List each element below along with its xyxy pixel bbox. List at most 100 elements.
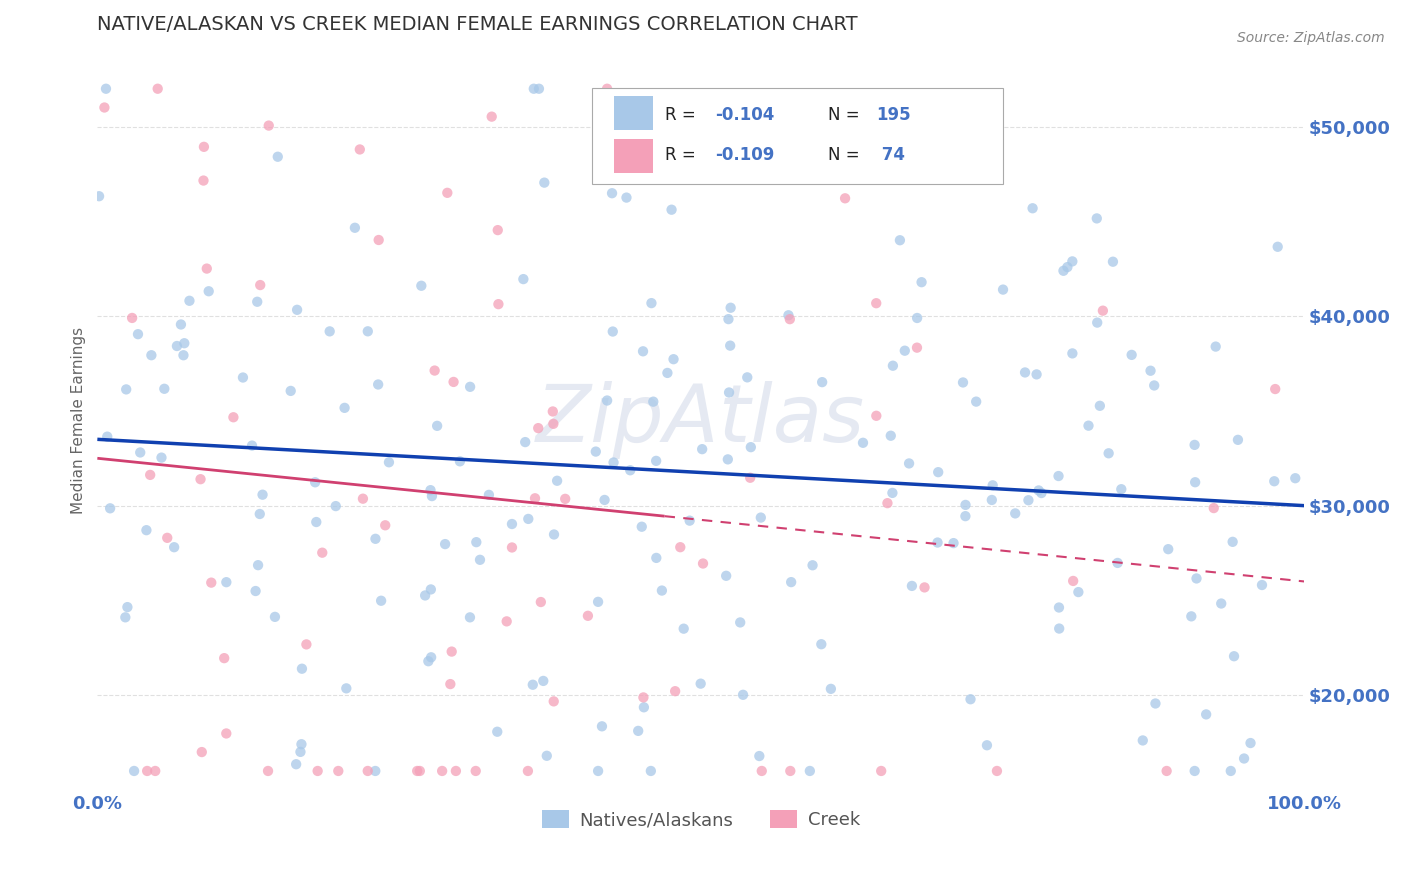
Point bbox=[190, 472, 212, 486]
Point bbox=[616, 191, 638, 205]
Point bbox=[195, 261, 218, 276]
Point bbox=[267, 150, 290, 164]
Point bbox=[166, 339, 188, 353]
Point bbox=[1223, 649, 1246, 664]
Point bbox=[311, 546, 333, 560]
Point bbox=[669, 540, 692, 554]
Point bbox=[942, 536, 965, 550]
Point bbox=[517, 512, 540, 526]
Point bbox=[779, 764, 801, 778]
Point bbox=[146, 81, 169, 95]
Point bbox=[115, 383, 138, 397]
Point bbox=[1144, 697, 1167, 711]
FancyBboxPatch shape bbox=[614, 96, 652, 130]
Point bbox=[751, 764, 773, 778]
Point bbox=[865, 409, 887, 423]
Point bbox=[232, 370, 254, 384]
Point bbox=[894, 343, 917, 358]
Point bbox=[222, 410, 245, 425]
Point bbox=[834, 191, 856, 205]
Point bbox=[307, 764, 329, 778]
Point bbox=[1021, 201, 1043, 215]
Point bbox=[150, 450, 173, 465]
Point bbox=[749, 510, 772, 524]
Point bbox=[246, 294, 269, 309]
Point bbox=[631, 344, 654, 359]
Point bbox=[1028, 483, 1050, 498]
Point bbox=[664, 684, 686, 698]
Point bbox=[486, 724, 509, 739]
Point bbox=[1056, 260, 1078, 274]
Point bbox=[820, 681, 842, 696]
Point bbox=[252, 488, 274, 502]
Point bbox=[411, 278, 433, 293]
Point bbox=[349, 143, 371, 157]
Point bbox=[1107, 556, 1129, 570]
Point bbox=[515, 435, 537, 450]
Point bbox=[1143, 378, 1166, 392]
Point bbox=[880, 428, 903, 442]
Point bbox=[444, 764, 467, 778]
Point bbox=[543, 527, 565, 541]
Point bbox=[876, 496, 898, 510]
Point bbox=[94, 81, 117, 95]
Point bbox=[1085, 316, 1108, 330]
Point bbox=[420, 650, 443, 665]
Point bbox=[280, 384, 302, 398]
Point bbox=[87, 189, 110, 203]
Legend: Natives/Alaskans, Creek: Natives/Alaskans, Creek bbox=[534, 803, 868, 837]
Point bbox=[1222, 534, 1244, 549]
Point bbox=[367, 233, 389, 247]
Point bbox=[643, 394, 665, 409]
Point bbox=[1088, 399, 1111, 413]
Point bbox=[1284, 471, 1306, 485]
Point bbox=[633, 700, 655, 714]
Point bbox=[333, 401, 356, 415]
Point bbox=[740, 471, 762, 485]
Point bbox=[247, 558, 270, 573]
Point bbox=[179, 293, 201, 308]
Point bbox=[959, 692, 981, 706]
Point bbox=[481, 110, 503, 124]
Point bbox=[591, 719, 613, 733]
Point bbox=[905, 310, 928, 325]
Point bbox=[522, 678, 544, 692]
Point bbox=[533, 176, 555, 190]
Point bbox=[799, 764, 821, 778]
Point bbox=[378, 455, 401, 469]
Y-axis label: Median Female Earnings: Median Female Earnings bbox=[72, 326, 86, 514]
Point bbox=[357, 764, 380, 778]
Point bbox=[409, 764, 432, 778]
Point bbox=[114, 610, 136, 624]
Point bbox=[139, 467, 162, 482]
Text: 74: 74 bbox=[876, 146, 905, 164]
Point bbox=[486, 223, 509, 237]
Point bbox=[285, 302, 308, 317]
Point bbox=[955, 509, 977, 524]
Point bbox=[364, 532, 387, 546]
Point bbox=[215, 575, 238, 590]
Point bbox=[980, 492, 1002, 507]
Point bbox=[127, 327, 149, 342]
Point bbox=[536, 748, 558, 763]
Point bbox=[718, 385, 741, 400]
Point bbox=[1264, 382, 1286, 396]
Point bbox=[420, 489, 443, 503]
Point bbox=[1077, 418, 1099, 433]
Point bbox=[728, 615, 751, 630]
Point bbox=[596, 81, 619, 95]
Point bbox=[285, 757, 308, 772]
Point bbox=[1132, 733, 1154, 747]
Point bbox=[464, 764, 486, 778]
Point bbox=[717, 312, 740, 326]
Point bbox=[541, 404, 564, 418]
Point bbox=[1052, 264, 1074, 278]
Point bbox=[927, 465, 949, 479]
Point bbox=[927, 535, 949, 549]
Point bbox=[914, 581, 936, 595]
Point bbox=[193, 140, 215, 154]
Point bbox=[645, 550, 668, 565]
Point bbox=[193, 173, 215, 187]
Point bbox=[586, 764, 609, 778]
Point bbox=[811, 375, 834, 389]
